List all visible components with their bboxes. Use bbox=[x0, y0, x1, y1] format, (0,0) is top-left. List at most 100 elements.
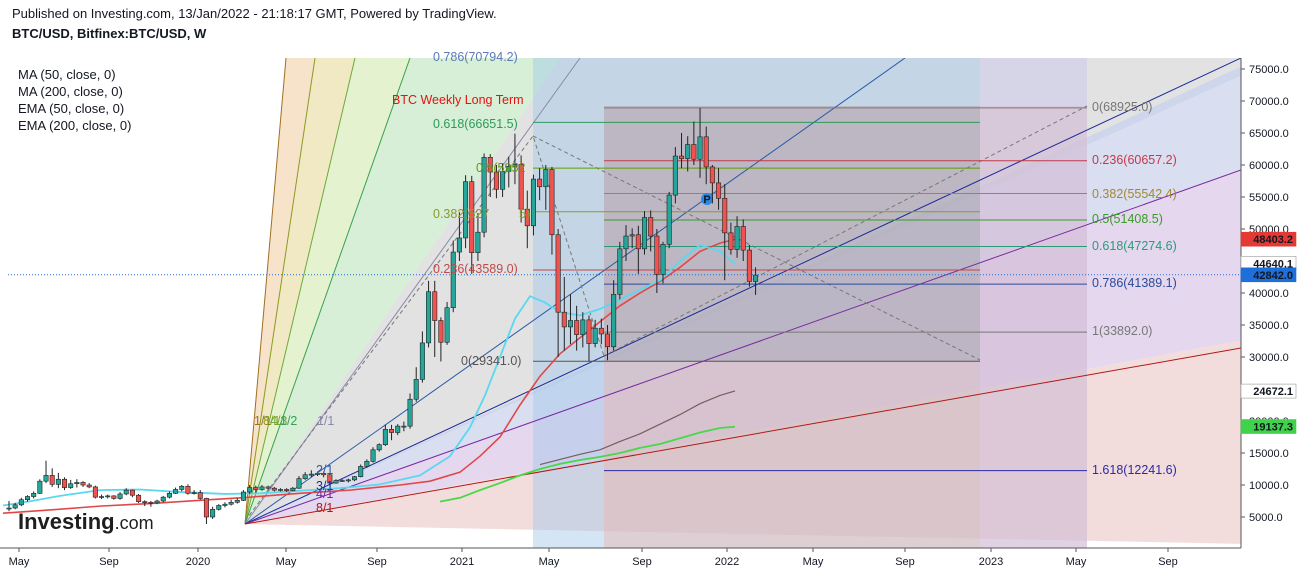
candle-body[interactable] bbox=[518, 164, 524, 210]
candle-body[interactable] bbox=[438, 320, 444, 343]
candle-body[interactable] bbox=[401, 425, 407, 428]
candle-body[interactable] bbox=[611, 293, 617, 348]
candle-body[interactable] bbox=[703, 136, 709, 168]
candle-body[interactable] bbox=[413, 379, 419, 400]
candle-body[interactable] bbox=[321, 473, 327, 476]
ma200-line[interactable] bbox=[539, 390, 736, 466]
candle-body[interactable] bbox=[74, 482, 80, 485]
candle-body[interactable] bbox=[419, 342, 425, 380]
candle-body[interactable] bbox=[92, 486, 98, 498]
candle-body[interactable] bbox=[456, 237, 462, 253]
candle-body[interactable] bbox=[660, 244, 666, 275]
candle-body[interactable] bbox=[567, 320, 573, 328]
candle-body[interactable] bbox=[247, 487, 253, 493]
candle-body[interactable] bbox=[302, 474, 308, 479]
candle-body[interactable] bbox=[333, 480, 339, 484]
candle-body[interactable] bbox=[753, 274, 759, 282]
ema50-line[interactable] bbox=[2, 243, 736, 507]
candle-body[interactable] bbox=[549, 169, 555, 236]
candle-body[interactable] bbox=[129, 489, 135, 496]
candle-body[interactable] bbox=[358, 466, 364, 477]
candle-body[interactable] bbox=[487, 157, 493, 173]
candle-body[interactable] bbox=[352, 476, 358, 481]
candle-body[interactable] bbox=[31, 493, 37, 497]
candle-body[interactable] bbox=[43, 475, 49, 482]
indicator-ema200[interactable]: EMA (200, close, 0) bbox=[18, 118, 132, 133]
candle-body[interactable] bbox=[561, 311, 567, 328]
candle-body[interactable] bbox=[370, 449, 376, 462]
candle-body[interactable] bbox=[105, 495, 111, 498]
candle-body[interactable] bbox=[376, 444, 382, 451]
candle-body[interactable] bbox=[296, 478, 302, 489]
candle-body[interactable] bbox=[382, 429, 388, 445]
candle-body[interactable] bbox=[228, 501, 234, 505]
candle-body[interactable] bbox=[308, 473, 314, 476]
candle-body[interactable] bbox=[728, 232, 734, 250]
candle-body[interactable] bbox=[142, 501, 148, 503]
candle-body[interactable] bbox=[197, 492, 203, 499]
candle-body[interactable] bbox=[68, 483, 74, 488]
candle-body[interactable] bbox=[746, 249, 752, 282]
candle-body[interactable] bbox=[530, 178, 536, 227]
indicator-ma50[interactable]: MA (50, close, 0) bbox=[18, 67, 116, 82]
candle-body[interactable] bbox=[284, 489, 290, 492]
candle-body[interactable] bbox=[345, 479, 351, 482]
candle-body[interactable] bbox=[407, 398, 413, 427]
candle-body[interactable] bbox=[426, 291, 432, 344]
candle-body[interactable] bbox=[49, 475, 55, 485]
candle-body[interactable] bbox=[734, 226, 740, 250]
candle-body[interactable] bbox=[617, 248, 623, 295]
candle-body[interactable] bbox=[512, 164, 518, 167]
candle-body[interactable] bbox=[395, 425, 401, 433]
candle-body[interactable] bbox=[500, 171, 506, 190]
candle-body[interactable] bbox=[648, 217, 654, 237]
candle-body[interactable] bbox=[580, 319, 586, 335]
candle-body[interactable] bbox=[117, 493, 123, 499]
candle-body[interactable] bbox=[598, 327, 604, 335]
candle-body[interactable] bbox=[537, 178, 543, 188]
pivot-marker[interactable] bbox=[701, 193, 713, 205]
candle-body[interactable] bbox=[463, 181, 469, 239]
candle-body[interactable] bbox=[469, 181, 475, 253]
ema200-line[interactable] bbox=[2, 238, 736, 514]
candle-body[interactable] bbox=[277, 489, 283, 491]
candle-body[interactable] bbox=[6, 507, 12, 510]
candle-body[interactable] bbox=[364, 461, 370, 467]
candle-body[interactable] bbox=[592, 327, 598, 344]
candle-body[interactable] bbox=[716, 182, 722, 199]
candle-body[interactable] bbox=[37, 480, 43, 494]
candle-body[interactable] bbox=[493, 171, 499, 190]
candle-body[interactable] bbox=[148, 501, 154, 504]
candle-body[interactable] bbox=[722, 197, 728, 234]
candle-body[interactable] bbox=[314, 473, 320, 475]
candle-body[interactable] bbox=[555, 234, 561, 313]
candle-body[interactable] bbox=[234, 500, 240, 503]
candle-body[interactable] bbox=[697, 136, 703, 160]
candle-body[interactable] bbox=[672, 155, 678, 196]
candle-body[interactable] bbox=[623, 235, 629, 250]
candle-body[interactable] bbox=[444, 307, 450, 343]
candle-body[interactable] bbox=[240, 491, 246, 501]
candle-body[interactable] bbox=[709, 166, 715, 184]
candle-body[interactable] bbox=[586, 319, 592, 344]
candle-body[interactable] bbox=[654, 235, 660, 275]
candle-body[interactable] bbox=[290, 487, 296, 492]
candle-body[interactable] bbox=[259, 486, 265, 490]
candle-body[interactable] bbox=[179, 485, 185, 490]
candle-body[interactable] bbox=[185, 485, 191, 494]
indicator-ema50[interactable]: EMA (50, close, 0) bbox=[18, 101, 125, 116]
candle-body[interactable] bbox=[265, 486, 271, 489]
candle-body[interactable] bbox=[432, 291, 438, 321]
candle-body[interactable] bbox=[389, 429, 395, 433]
candle-body[interactable] bbox=[111, 495, 117, 499]
candle-body[interactable] bbox=[506, 165, 512, 172]
candle-body[interactable] bbox=[210, 509, 216, 518]
candle-body[interactable] bbox=[524, 208, 530, 227]
candle-body[interactable] bbox=[574, 320, 580, 335]
candle-body[interactable] bbox=[629, 234, 635, 237]
candle-body[interactable] bbox=[685, 144, 691, 159]
candle-body[interactable] bbox=[55, 478, 61, 485]
candle-body[interactable] bbox=[216, 505, 222, 510]
candle-body[interactable] bbox=[475, 231, 481, 253]
candle-body[interactable] bbox=[635, 234, 641, 250]
